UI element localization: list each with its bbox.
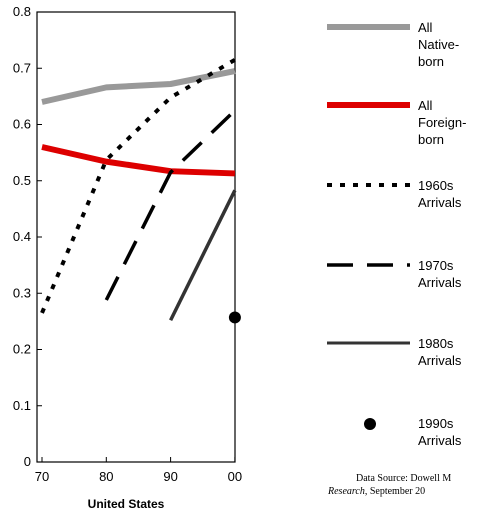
series-1990s-arrivals-point xyxy=(228,311,241,324)
legend-label: Arrivals xyxy=(418,275,462,290)
legend-label: All xyxy=(418,20,433,35)
x-tick-label: 70 xyxy=(35,469,49,484)
legend-item-all-foreign-born: All Foreign-born xyxy=(327,98,466,147)
x-tick-label: 90 xyxy=(163,469,177,484)
legend-label: Arrivals xyxy=(418,195,462,210)
series-layer xyxy=(40,58,241,324)
legend-label: born xyxy=(418,132,444,147)
legend-item-all-native-born: All Native-born xyxy=(327,20,459,69)
x-axis: 70 80 90 00 xyxy=(35,457,242,484)
legend-label: Arrivals xyxy=(418,353,462,368)
legend-label: 1970s xyxy=(418,258,454,273)
y-axis: 0 0.1 0.2 0.3 0.4 0.5 0.6 0.7 0.8 xyxy=(13,4,42,469)
x-axis-label: United States xyxy=(88,497,165,511)
series-all-foreign-born-line xyxy=(41,144,236,177)
legend-item-1960s-arrivals: 1960s Arrivals xyxy=(327,178,462,210)
legend-label: 1960s xyxy=(418,178,454,193)
legend-label: born xyxy=(418,54,444,69)
y-tick-label: 0.7 xyxy=(13,60,31,75)
x-tick-label: 80 xyxy=(99,469,113,484)
source-line-2: Research, September 20 xyxy=(327,486,425,497)
y-tick-label: 0.6 xyxy=(13,117,31,132)
legend-marker xyxy=(364,418,376,430)
y-tick-label: 0.2 xyxy=(13,342,31,357)
series-all-native-born-line xyxy=(41,68,236,105)
y-tick-label: 0.4 xyxy=(13,229,31,244)
y-tick-label: 0.3 xyxy=(13,285,31,300)
series-1960s-arrivals-line xyxy=(40,58,236,314)
legend-label: All xyxy=(418,98,433,113)
y-tick-label: 0.8 xyxy=(13,4,31,19)
legend-label: Native- xyxy=(418,37,459,52)
series-1970s-arrivals-line xyxy=(104,109,237,301)
y-tick-label: 0.5 xyxy=(13,173,31,188)
y-tick-label: 0.1 xyxy=(13,398,31,413)
series-1980s-arrivals-line xyxy=(169,189,237,322)
source-line-1: Data Source: Dowell M xyxy=(356,473,451,484)
legend-item-1970s-arrivals: 1970s Arrivals xyxy=(327,258,462,290)
legend-item-1980s-arrivals: 1980s Arrivals xyxy=(327,336,462,368)
legend-label: 1980s xyxy=(418,336,454,351)
x-tick-label: 00 xyxy=(228,469,242,484)
legend-label: Foreign- xyxy=(418,115,466,130)
legend-label: 1990s xyxy=(418,416,454,431)
legend: All Native-born All Foreign-born 1960s Arriva… xyxy=(327,20,466,448)
source-line-2-rest: , September 20 xyxy=(365,486,425,497)
legend-label: Arrivals xyxy=(418,433,462,448)
data-source-note: Data Source: Dowell M Research, Septembe… xyxy=(327,473,451,497)
legend-item-1990s-arrivals: 1990s Arrivals xyxy=(364,416,462,448)
y-tick-label: 0 xyxy=(24,454,31,469)
